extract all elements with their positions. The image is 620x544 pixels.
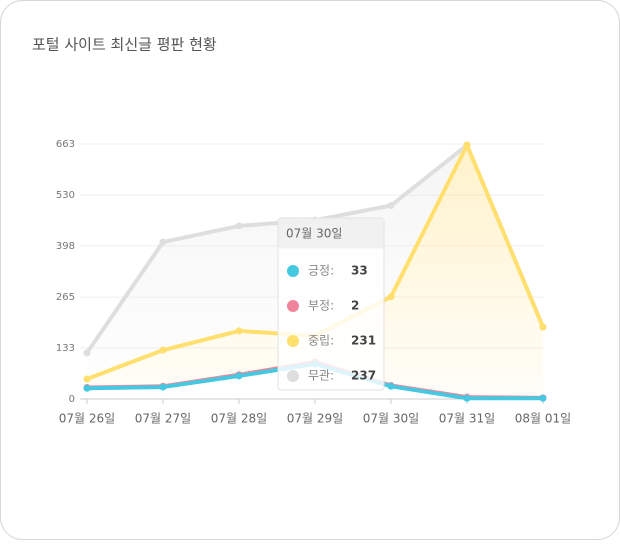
point (463, 394, 471, 402)
y-tick-label: 663 (56, 139, 75, 150)
point (159, 383, 167, 391)
tooltip-value: 2 (351, 299, 359, 313)
tooltip-value: 33 (351, 264, 368, 278)
point (387, 382, 395, 390)
x-tick-label: 07월 28일 (211, 412, 267, 426)
tooltip-value: 231 (351, 334, 376, 348)
x-tick-label: 07월 26일 (59, 412, 115, 426)
point (83, 349, 91, 357)
tooltip-label: 부정: (308, 299, 334, 313)
y-tick-label: 398 (56, 241, 75, 252)
y-tick-label: 0 (69, 394, 75, 405)
tooltip-label: 중립: (308, 334, 334, 348)
point (539, 394, 547, 402)
tooltip-title: 07월 30일 (286, 227, 342, 241)
x-tick-label: 08월 01일 (515, 412, 571, 426)
x-tick-label: 07월 29일 (287, 412, 343, 426)
tooltip-value: 237 (351, 369, 376, 383)
chart-title: 포털 사이트 최신글 평판 현황 (32, 36, 217, 54)
point (159, 346, 167, 354)
tooltip-dot (287, 370, 299, 382)
tooltip-dot (287, 265, 299, 277)
point (235, 327, 243, 335)
area (87, 145, 543, 398)
x-tick-label: 07월 31일 (439, 412, 495, 426)
point (463, 141, 471, 149)
tooltip-label: 무관: (308, 369, 334, 383)
point (159, 238, 167, 246)
point (235, 222, 243, 230)
point (83, 375, 91, 383)
point (387, 202, 395, 210)
y-tick-label: 265 (56, 292, 75, 303)
tooltip-header (278, 218, 384, 249)
x-tick-label: 07월 27일 (135, 412, 191, 426)
point (539, 323, 547, 331)
y-tick-label: 133 (56, 343, 75, 354)
tooltip-label: 긍정: (308, 264, 334, 278)
tooltip-dot (287, 335, 299, 347)
tooltip-box (277, 217, 385, 391)
point (83, 384, 91, 392)
x-tick-label: 07월 30일 (363, 412, 419, 426)
point (235, 372, 243, 380)
tooltip-dot (287, 300, 299, 312)
y-tick-label: 530 (56, 190, 75, 201)
point (387, 293, 395, 301)
